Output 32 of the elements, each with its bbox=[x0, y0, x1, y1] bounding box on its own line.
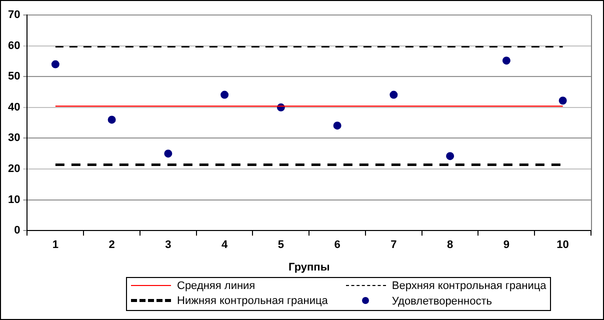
point bbox=[164, 150, 172, 158]
x-tick-label: 10 bbox=[556, 239, 569, 252]
point bbox=[220, 90, 229, 99]
legend-label: Удовлетворенность bbox=[392, 295, 492, 307]
y-tick-label: 60 bbox=[8, 40, 20, 52]
y-tick-label: 50 bbox=[8, 70, 20, 83]
x-tick-label: 4 bbox=[221, 239, 228, 252]
point bbox=[502, 56, 510, 65]
y-tick-label: 10 bbox=[8, 194, 20, 206]
point bbox=[390, 90, 398, 99]
y-tick-label: 40 bbox=[8, 101, 20, 114]
point bbox=[446, 152, 454, 160]
y-tick-label: 70 bbox=[8, 9, 20, 22]
legend-label: Средняя линия bbox=[177, 280, 256, 292]
x-tick-label: 3 bbox=[165, 239, 172, 252]
legend-label: Верхняя контрольная граница bbox=[392, 280, 546, 292]
x-axis-title: Группы bbox=[288, 261, 330, 274]
point bbox=[558, 96, 567, 105]
x-tick-label: 8 bbox=[446, 239, 454, 252]
x-tick-label: 9 bbox=[503, 239, 510, 252]
x-tick-label: 1 bbox=[52, 239, 58, 252]
y-tick-label: 30 bbox=[8, 132, 20, 144]
y-tick-label: 0 bbox=[14, 224, 20, 237]
x-tick-label: 7 bbox=[390, 239, 397, 252]
x-tick-label: 2 bbox=[108, 239, 115, 252]
y-tick-label: 20 bbox=[8, 163, 20, 176]
point bbox=[108, 116, 116, 124]
point bbox=[333, 122, 342, 130]
point bbox=[51, 60, 60, 68]
x-tick-label: 6 bbox=[334, 239, 340, 252]
legend-label: Нижняя контрольная граница bbox=[177, 294, 328, 307]
x-tick-label: 5 bbox=[278, 239, 284, 252]
